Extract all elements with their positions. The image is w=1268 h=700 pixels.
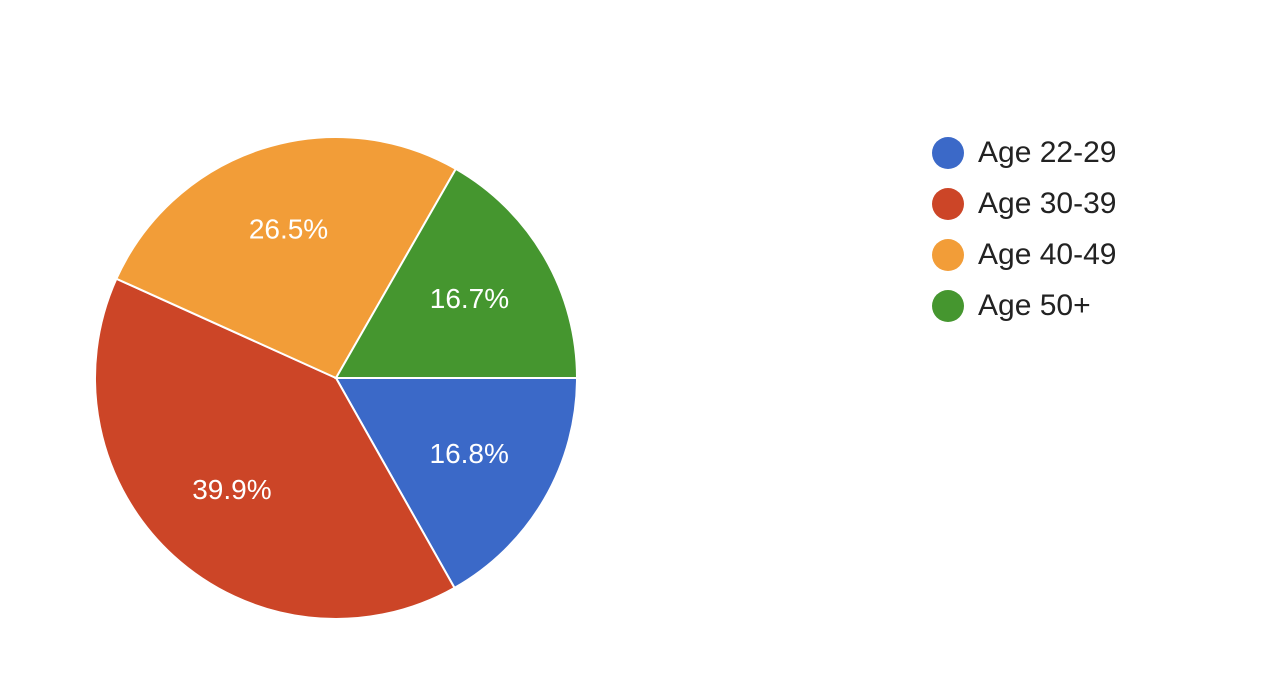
pie-slice bbox=[334, 167, 579, 379]
pie-slice bbox=[115, 136, 458, 380]
legend-swatch bbox=[932, 290, 964, 322]
slice-label: 16.7% bbox=[430, 283, 509, 314]
legend-label: Age 22-29 bbox=[978, 136, 1116, 169]
pie-slice bbox=[334, 377, 579, 590]
pie-slice bbox=[94, 277, 456, 620]
legend-swatch bbox=[932, 239, 964, 271]
legend-label: Age 30-39 bbox=[978, 187, 1116, 220]
legend-label: Age 50+ bbox=[978, 289, 1091, 322]
slice-label: 16.8% bbox=[430, 438, 509, 469]
legend-label: Age 40-49 bbox=[978, 238, 1116, 271]
legend-swatch bbox=[932, 137, 964, 169]
slice-label: 39.9% bbox=[192, 474, 271, 505]
slice-label: 26.5% bbox=[249, 214, 328, 245]
legend-swatch bbox=[932, 188, 964, 220]
